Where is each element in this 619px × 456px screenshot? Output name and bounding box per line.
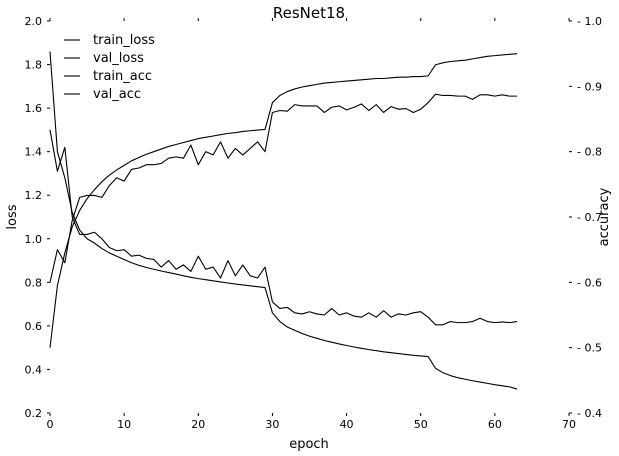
left-y-tick-label: 0.2 [25,407,43,420]
right-y-tick-label: - 0.6 [577,276,602,289]
x-tick-label: 10 [117,418,131,431]
lines-layer [49,51,518,390]
x-tick-label: 70 [562,418,576,431]
legend-label: train_loss [93,33,155,48]
left-y-tick-label: 0.6 [25,320,43,333]
right-y-axis-label: accuracy [597,187,612,246]
left-y-tick-label: 0.4 [25,363,43,376]
right-y-tick-label: - 0.9 [577,80,602,93]
legend-label: val_acc [93,87,141,102]
right-y-tick-label: - 0.4 [577,407,602,420]
x-tick-label: 0 [47,418,54,431]
series-line-val-acc [49,93,518,283]
legend-label: train_acc [93,69,152,84]
right-y-tick-label: - 0.5 [577,342,602,355]
chart-title: ResNet18 [273,4,345,22]
left-y-tick-label: 1.6 [25,102,43,115]
right-y-tick-label: - 0.7 [577,211,602,224]
legend: train_loss val_loss train_acc val_acc [64,33,155,102]
legend-label: val_loss [93,51,144,66]
x-tick-label: 20 [191,418,205,431]
left-y-tick-label: 1.2 [25,189,43,202]
legend-entry-val-acc: val_acc [64,87,141,102]
x-tick-label: 40 [340,418,354,431]
left-y-axis-label: loss [5,204,20,229]
series-line-train-loss [49,51,518,390]
x-tick-label: 50 [414,418,428,431]
x-tick-label: 60 [488,418,502,431]
left-y-tick-label: 1.8 [25,59,43,72]
left-y-tick-label: 1.0 [25,233,43,246]
left-y-tick-label: 0.8 [25,276,43,289]
series-line-train-acc [49,53,518,348]
x-tick-label: 30 [265,418,279,431]
x-axis-label: epoch [289,437,329,452]
legend-entry-val-loss: val_loss [64,51,144,66]
left-y-tick-label: 2.0 [25,15,43,28]
legend-entry-train-loss: train_loss [64,33,155,48]
series-line-val-loss [49,129,518,326]
ticks-layer: 0 10 20 30 40 50 60 70 0.2 0.4 0.6 0.8 1.0 1.2 1.4 1.6 1… [25,15,602,431]
right-y-tick-label: - 1.0 [577,15,602,28]
right-y-tick-label: - 0.8 [577,146,602,159]
left-y-tick-label: 1.4 [25,146,43,159]
legend-entry-train-acc: train_acc [64,69,152,84]
